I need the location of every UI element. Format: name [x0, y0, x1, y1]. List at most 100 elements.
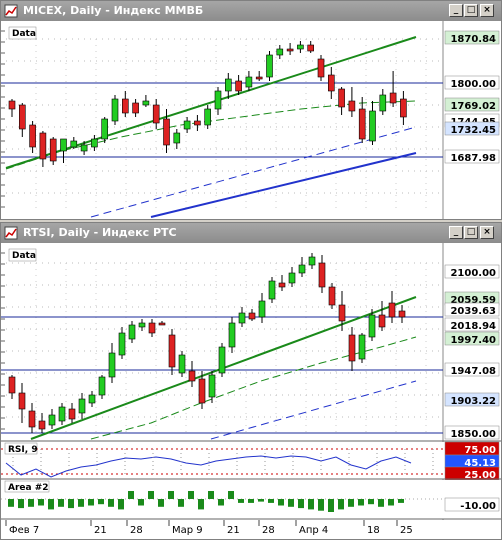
candle-up: [80, 144, 88, 152]
rtsi-chart-window[interactable]: RTSI, Daily - Индекс РТС _ □ × 2100.00 20…: [0, 222, 502, 540]
candle-down: [327, 74, 335, 92]
candle-up: [48, 414, 56, 426]
close-button[interactable]: ×: [480, 226, 494, 239]
area-histogram-bar: [358, 499, 364, 506]
rsi-label-box: [4, 442, 38, 455]
price-tag: [444, 317, 500, 332]
candle-up: [173, 132, 181, 144]
price-label: 1687.98: [450, 153, 496, 164]
date-label: 21: [227, 525, 240, 536]
area-histogram-bar: [138, 499, 144, 506]
candle-up: [258, 300, 266, 318]
candle-down: [338, 88, 345, 108]
chart-window-icon: [4, 226, 18, 240]
price-tag: [444, 264, 500, 279]
area-histogram-bar: [398, 499, 404, 503]
candle-up: [268, 280, 276, 300]
close-button[interactable]: ×: [480, 4, 494, 17]
price-label: 2018.94: [450, 321, 496, 332]
date-label: 28: [262, 525, 275, 536]
candle-up: [60, 138, 67, 152]
candle-down: [8, 100, 16, 110]
candle-down: [152, 104, 160, 124]
micex-chart-window[interactable]: MICEX, Daily - Индекс ММВБ _ □ × 1870.84…: [0, 0, 502, 220]
candle-up: [218, 346, 226, 374]
area-histogram-bar: [178, 499, 184, 507]
price-tag: [444, 425, 500, 440]
candle-up: [138, 322, 146, 328]
rsi-label: RSI, 9: [8, 445, 38, 455]
restore-button[interactable]: □: [464, 226, 478, 239]
candle-down: [68, 408, 76, 420]
area-histogram-bar: [238, 499, 244, 503]
candle-up: [308, 256, 316, 266]
area-histogram-bar: [148, 491, 154, 499]
price-label: -10.00: [460, 501, 496, 512]
area-histogram-bar: [28, 499, 34, 507]
candle-down: [255, 76, 263, 80]
price-tag: [444, 302, 500, 317]
candle-up: [88, 394, 96, 404]
candle-up: [91, 138, 98, 148]
candle-up: [111, 98, 119, 122]
area-histogram-bar: [198, 499, 204, 510]
candle-up: [128, 324, 136, 340]
micex-titlebar[interactable]: MICEX, Daily - Индекс ММВБ _ □ ×: [1, 1, 501, 21]
candle-down: [8, 376, 16, 394]
area-histogram-bar: [218, 499, 224, 506]
area-histogram-bar: [388, 499, 394, 506]
candle-down: [163, 118, 170, 146]
price-label: 2100.00: [450, 268, 496, 279]
area-histogram-bar: [68, 499, 74, 509]
price-label: 75.00: [464, 445, 496, 456]
area-histogram-bar: [208, 491, 214, 499]
area-histogram-bar: [188, 491, 194, 499]
candle-up: [358, 334, 366, 360]
area-histogram-bar: [128, 491, 134, 499]
minimize-button[interactable]: _: [449, 226, 463, 239]
price-tag: [444, 392, 500, 407]
candle-down: [388, 302, 396, 318]
area-histogram-bar: [258, 499, 264, 502]
candle-up: [368, 314, 376, 338]
candle-down: [188, 370, 196, 382]
area-histogram-bar: [368, 499, 374, 505]
candle-up: [225, 78, 232, 92]
area-histogram-bar: [168, 491, 174, 499]
rtsi-titlebar[interactable]: RTSI, Daily - Индекс РТС _ □ ×: [1, 223, 501, 243]
data-label-box: [8, 26, 37, 40]
candle-up: [238, 312, 246, 324]
area-histogram-bar: [278, 499, 284, 506]
candle-up: [208, 374, 216, 398]
candle-down: [148, 322, 156, 334]
area-histogram-bar: [48, 499, 54, 510]
support-channel-line: [150, 152, 417, 218]
price-label: 1997.40: [450, 335, 496, 346]
price-label: 1732.45: [450, 125, 496, 136]
candle-down: [168, 334, 176, 368]
candle-down: [122, 98, 129, 114]
area-histogram-bar: [58, 499, 64, 507]
area-histogram-bar: [248, 499, 254, 503]
minimize-button[interactable]: _: [449, 4, 463, 17]
candle-up: [58, 406, 66, 422]
candle-up: [228, 322, 236, 348]
date-label: 25: [400, 525, 413, 536]
area-histogram-bar: [308, 499, 314, 510]
candle-down: [317, 58, 325, 78]
date-label: 21: [94, 525, 107, 536]
micex-price-chart[interactable]: 1870.841800.001769.021744.951732.451687.…: [1, 21, 501, 219]
moving-average-line: [90, 336, 417, 440]
channel-line: [210, 380, 417, 440]
price-label: 1870.84: [450, 34, 496, 45]
candle-up: [98, 376, 106, 396]
candle-down: [389, 92, 397, 104]
date-label: 18: [367, 525, 380, 536]
candle-down: [348, 100, 356, 112]
candle-up: [276, 48, 284, 56]
restore-button[interactable]: □: [464, 4, 478, 17]
candle-down: [278, 282, 286, 288]
area-label: Area #2: [8, 483, 49, 493]
area-histogram-bar: [378, 499, 384, 507]
